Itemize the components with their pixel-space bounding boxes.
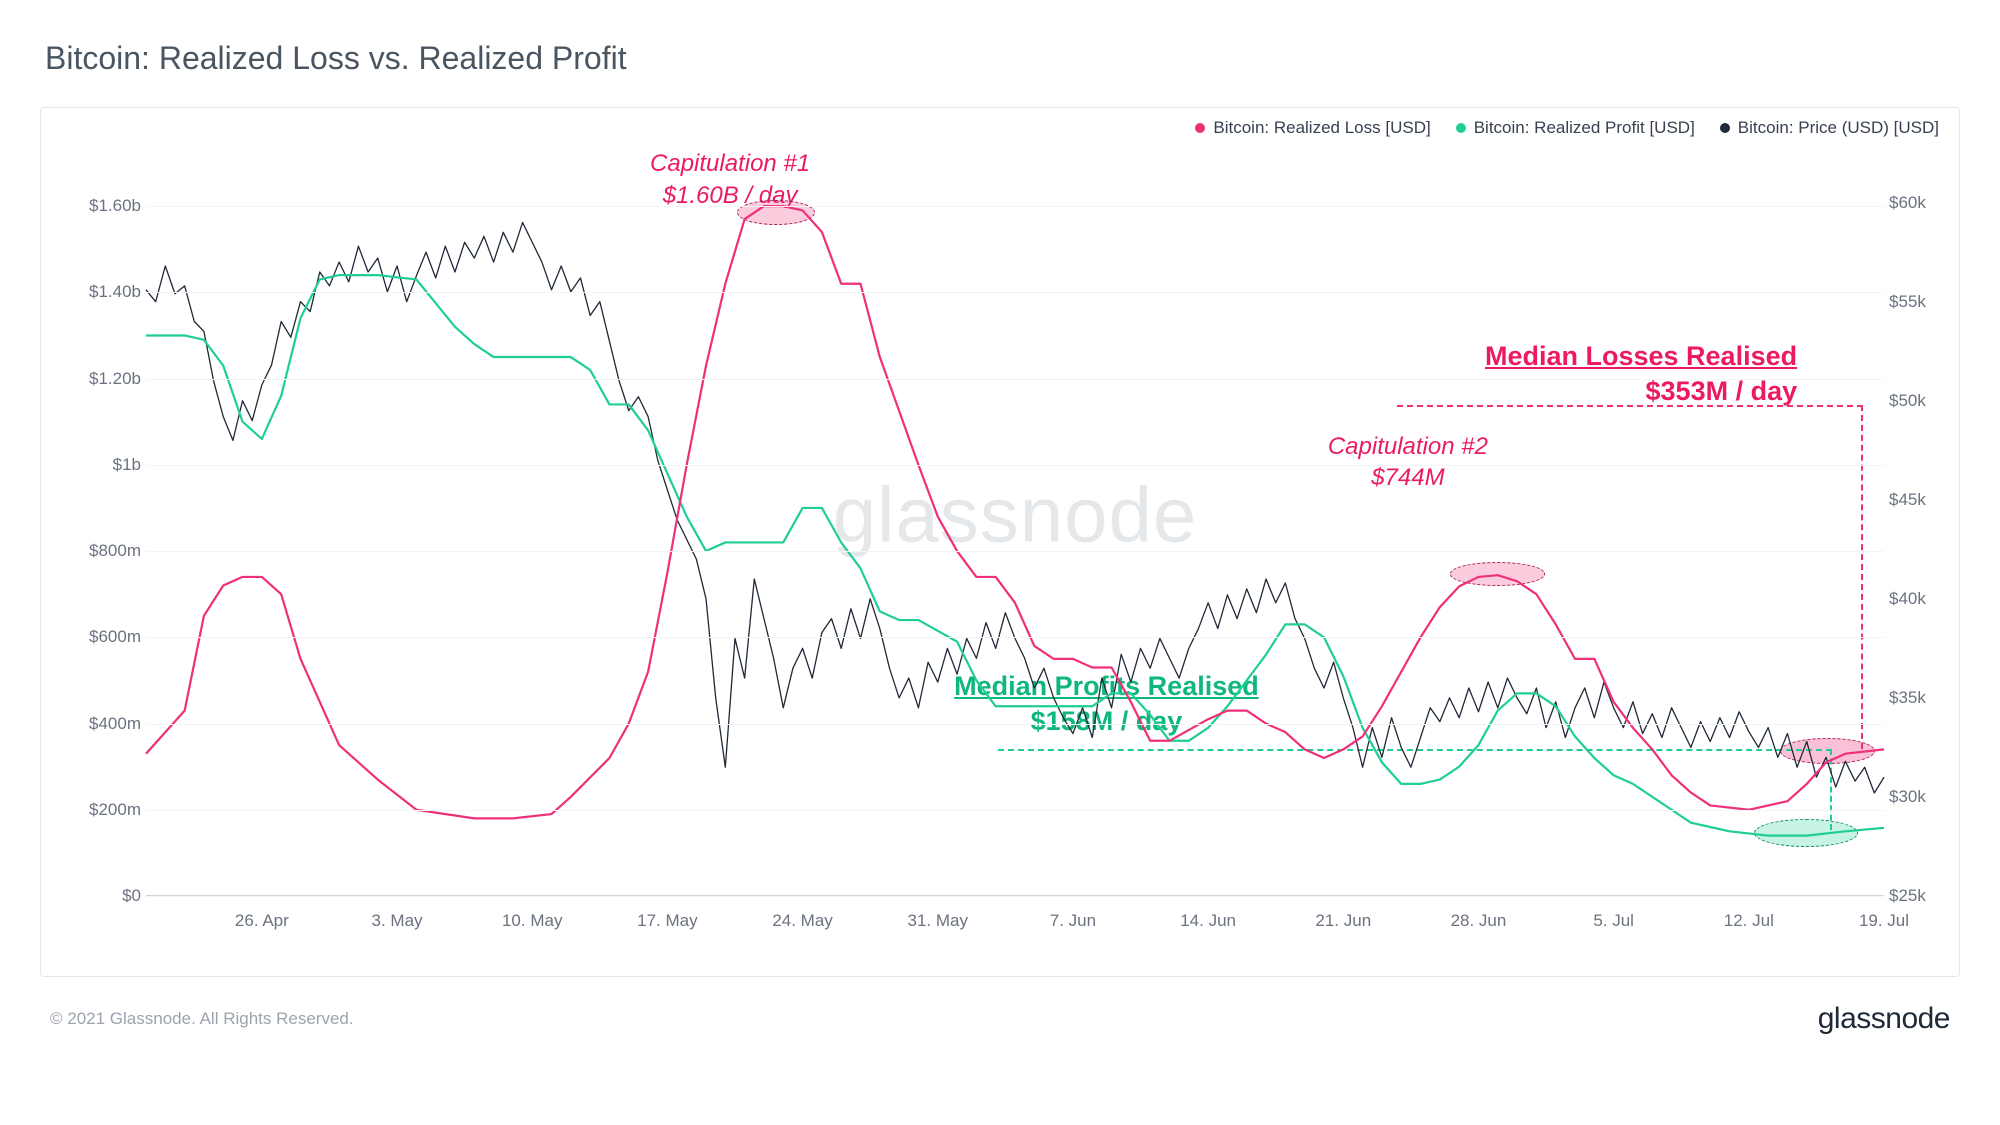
- x-axis-label: 7. Jun: [1050, 911, 1096, 931]
- grid-line: [146, 896, 1884, 897]
- x-axis-label: 26. Apr: [235, 911, 289, 931]
- legend-label: Bitcoin: Realized Profit [USD]: [1474, 118, 1695, 138]
- y-axis-left-label: $400m: [86, 714, 141, 734]
- plot-area: glassnode Capitulation #1 $1.60B / day C…: [146, 163, 1884, 896]
- x-axis-label: 21. Jun: [1315, 911, 1371, 931]
- grid-line: [146, 724, 1884, 725]
- grid-line: [146, 379, 1884, 380]
- grid-line: [146, 292, 1884, 293]
- y-axis-right-label: $35k: [1889, 688, 1939, 708]
- x-axis-line: [146, 895, 1884, 896]
- grid-line: [146, 551, 1884, 552]
- x-axis-label: 3. May: [372, 911, 423, 931]
- chart-title: Bitcoin: Realized Loss vs. Realized Prof…: [45, 40, 1960, 77]
- footer: © 2021 Glassnode. All Rights Reserved. g…: [40, 1002, 1960, 1036]
- legend-label: Bitcoin: Price (USD) [USD]: [1738, 118, 1939, 138]
- y-axis-left-label: $600m: [86, 627, 141, 647]
- y-axis-right-label: $25k: [1889, 886, 1939, 906]
- series-profit: [146, 275, 1884, 836]
- brand-logo: glassnode: [1818, 1002, 1950, 1036]
- y-axis-left-label: $1.20b: [86, 369, 141, 389]
- chart-container: Bitcoin: Realized Loss [USD] Bitcoin: Rea…: [40, 107, 1960, 977]
- grid-line: [146, 810, 1884, 811]
- x-axis-label: 10. May: [502, 911, 562, 931]
- legend: Bitcoin: Realized Loss [USD] Bitcoin: Rea…: [1195, 118, 1939, 138]
- y-axis-right-label: $45k: [1889, 490, 1939, 510]
- y-axis-left-label: $800m: [86, 541, 141, 561]
- legend-dot: [1720, 123, 1730, 133]
- legend-item: Bitcoin: Realized Profit [USD]: [1456, 118, 1695, 138]
- x-axis-label: 24. May: [772, 911, 832, 931]
- y-axis-right-label: $55k: [1889, 292, 1939, 312]
- y-axis-right-label: $40k: [1889, 589, 1939, 609]
- legend-item: Bitcoin: Price (USD) [USD]: [1720, 118, 1939, 138]
- y-axis-left-label: $1.40b: [86, 282, 141, 302]
- x-axis-label: 31. May: [908, 911, 968, 931]
- y-axis-left-label: $0: [86, 886, 141, 906]
- legend-item: Bitcoin: Realized Loss [USD]: [1195, 118, 1430, 138]
- x-axis-label: 14. Jun: [1180, 911, 1236, 931]
- y-axis-left-label: $1b: [86, 455, 141, 475]
- line-series-svg: [146, 163, 1884, 896]
- grid-line: [146, 465, 1884, 466]
- legend-dot: [1195, 123, 1205, 133]
- grid-line: [146, 206, 1884, 207]
- series-price: [146, 222, 1884, 793]
- x-axis-label: 28. Jun: [1451, 911, 1507, 931]
- y-axis-left-label: $1.60b: [86, 196, 141, 216]
- x-axis-label: 17. May: [637, 911, 697, 931]
- y-axis-right-label: $30k: [1889, 787, 1939, 807]
- x-axis-label: 19. Jul: [1859, 911, 1909, 931]
- legend-dot: [1456, 123, 1466, 133]
- y-axis-right-label: $60k: [1889, 193, 1939, 213]
- x-axis-label: 5. Jul: [1593, 911, 1634, 931]
- legend-label: Bitcoin: Realized Loss [USD]: [1213, 118, 1430, 138]
- y-axis-right-label: $50k: [1889, 391, 1939, 411]
- copyright-text: © 2021 Glassnode. All Rights Reserved.: [50, 1009, 354, 1029]
- grid-line: [146, 637, 1884, 638]
- x-axis-label: 12. Jul: [1724, 911, 1774, 931]
- y-axis-left-label: $200m: [86, 800, 141, 820]
